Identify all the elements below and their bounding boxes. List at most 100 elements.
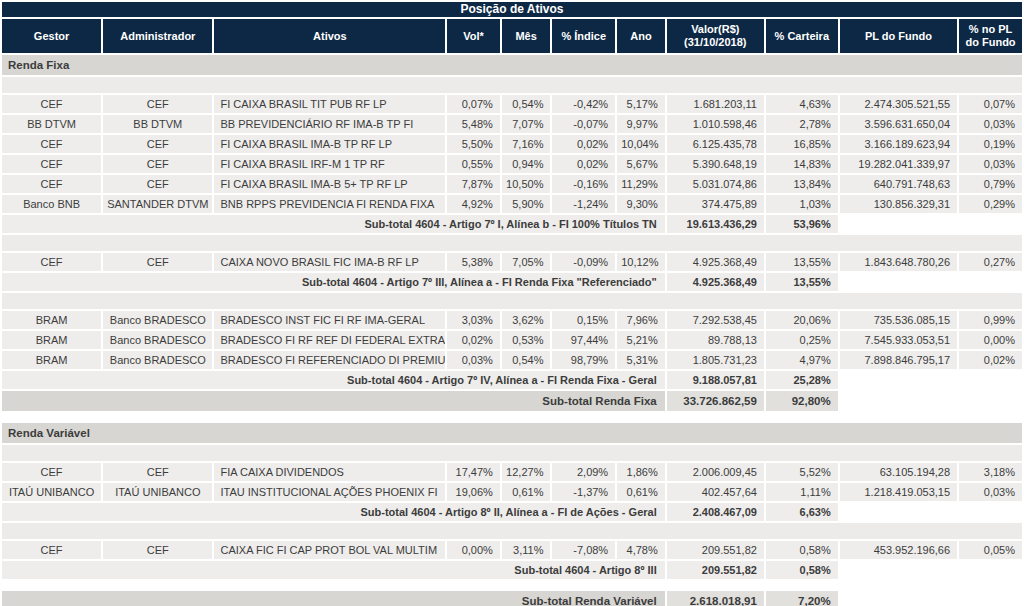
cell-indice: -7,08% [552,541,615,559]
cell-gestor: CEF [2,95,101,113]
subtotal-label: Sub-total Renda Fixa [2,391,665,411]
cell-ativos: FI CAIXA BRASIL IMA-B 5+ TP RF LP [214,175,445,193]
subtotal-carteira: 0,58% [766,561,838,579]
table-row-gap [2,581,1022,589]
cell-administrador: SANTANDER DTVM [103,195,212,213]
subtotal-label: Sub-total 4604 - Artigo 7º IV, Alínea a … [2,371,665,389]
cell-valor: 1.681.203,11 [667,95,764,113]
cell-mes: 12,27% [502,463,551,481]
cell-administrador: BB DTVM [103,115,212,133]
subtotal-label: Sub-total 4604 - Artigo 7º I, Alínea b -… [2,215,665,233]
subtotal-label: Sub-total Renda Variável [2,591,665,606]
empty-cell [959,371,1022,389]
cell-carteira: 1,03% [766,195,838,213]
cell-administrador: CEF [103,541,212,559]
cell-ano: 5,17% [617,95,665,113]
cell-indice: 97,44% [552,331,615,349]
cell-pl_fundo: 735.536.085,15 [840,311,957,329]
cell-indice: 98,79% [552,351,615,369]
column-header-administrador: Administrador [103,19,212,53]
cell-gestor: Banco BNB [2,195,101,213]
table-row-gap [2,413,1022,421]
subtotal-valor: 19.613.436,29 [667,215,764,233]
table-row-data: BB DTVMBB DTVMBB PREVIDENCIÁRIO RF IMA-B… [2,115,1022,133]
cell-vol: 3,03% [447,311,500,329]
empty-cell [840,591,957,606]
table-body: Renda FixaCEFCEFFI CAIXA BRASIL TIT PUB … [2,55,1022,606]
gap-row [2,581,1022,589]
cell-ano: 1,86% [617,463,665,481]
cell-indice: -0,07% [552,115,615,133]
cell-administrador: ITAÚ UNIBANCO [103,483,212,501]
table-row-section: Renda Fixa [2,55,1022,75]
cell-ativos: BB PREVIDENCIÁRIO RF IMA-B TP FI [214,115,445,133]
cell-administrador: CEF [103,95,212,113]
cell-vol: 5,48% [447,115,500,133]
cell-ativos: FIA CAIXA DIVIDENDOS [214,463,445,481]
cell-carteira: 16,85% [766,135,838,153]
cell-ativos: FI CAIXA BRASIL TIT PUB RF LP [214,95,445,113]
cell-pl_fundo: 130.856.329,31 [840,195,957,213]
cell-gestor: CEF [2,135,101,153]
cell-indice: 0,02% [552,155,615,173]
cell-ativos: CAIXA NOVO BRASIL FIC IMA-B RF LP [214,253,445,271]
cell-ativos: FI CAIXA BRASIL IRF-M 1 TP RF [214,155,445,173]
cell-pl_fundo: 1.843.648.780,26 [840,253,957,271]
column-header-row: Gestor Administrador Ativos Vol* Mês % Í… [2,19,1022,53]
cell-carteira: 13,84% [766,175,838,193]
subtotal-valor: 2.408.467,09 [667,503,764,521]
cell-pl_fundo: 19.282.041.339,97 [840,155,957,173]
empty-cell [840,273,957,291]
column-header-ativos: Ativos [214,19,445,53]
cell-mes: 5,90% [502,195,551,213]
empty-cell [959,503,1022,521]
table-row-data: Banco BNBSANTANDER DTVMBNB RPPS PREVIDEN… [2,195,1022,213]
cell-valor: 6.125.435,78 [667,135,764,153]
table-row-data: BRAMBanco BRADESCOBRADESCO INST FIC FI R… [2,311,1022,329]
cell-vol: 17,47% [447,463,500,481]
cell-carteira: 13,55% [766,253,838,271]
cell-indice: -1,37% [552,483,615,501]
table-row-subtotal: Sub-total 4604 - Artigo 7º I, Alínea b -… [2,215,1022,233]
cell-administrador: Banco BRADESCO [103,331,212,349]
table-row-data: BRAMBanco BRADESCOBRADESCO FI RF REF DI … [2,331,1022,349]
cell-mes: 7,07% [502,115,551,133]
cell-valor: 402.457,64 [667,483,764,501]
cell-pl_fundo: 3.166.189.623,94 [840,135,957,153]
table-row-subtotal: Sub-total 4604 - Artigo 8º II, Alínea a … [2,503,1022,521]
cell-indice: -0,09% [552,253,615,271]
cell-mes: 7,16% [502,135,551,153]
cell-ano: 4,78% [617,541,665,559]
cell-pct_pl_fundo: 0,79% [959,175,1022,193]
cell-gestor: CEF [2,155,101,173]
table-row-subtotal_dark: Sub-total Renda Fixa33.726.862,5992,80% [2,391,1022,411]
cell-vol: 4,92% [447,195,500,213]
cell-valor: 7.292.538,45 [667,311,764,329]
cell-valor: 374.475,89 [667,195,764,213]
cell-gestor: ITAÚ UNIBANCO [2,483,101,501]
cell-valor: 1.805.731,23 [667,351,764,369]
cell-carteira: 20,06% [766,311,838,329]
cell-indice: -1,24% [552,195,615,213]
cell-mes: 0,54% [502,95,551,113]
cell-gestor: CEF [2,175,101,193]
cell-ativos: BRADESCO FI RF REF DI FEDERAL EXTRA [214,331,445,349]
subtotal-carteira: 25,28% [766,371,838,389]
cell-valor: 4.925.368,49 [667,253,764,271]
cell-administrador: CEF [103,175,212,193]
cell-administrador: CEF [103,155,212,173]
cell-pct_pl_fundo: 0,27% [959,253,1022,271]
cell-ativos: BRADESCO FI REFERENCIADO DI PREMIUM [214,351,445,369]
column-header-indice: % Índice [552,19,615,53]
cell-valor: 5.031.074,86 [667,175,764,193]
table-row-data: CEFCEFCAIXA NOVO BRASIL FIC IMA-B RF LP5… [2,253,1022,271]
cell-valor: 89.788,13 [667,331,764,349]
cell-administrador: CEF [103,135,212,153]
cell-indice: 2,09% [552,463,615,481]
cell-vol: 0,02% [447,331,500,349]
table-row-spacer [2,77,1022,93]
empty-cell [840,371,957,389]
subtotal-valor: 9.188.057,81 [667,371,764,389]
section-label: Renda Fixa [2,55,1022,75]
cell-pct_pl_fundo: 0,00% [959,331,1022,349]
